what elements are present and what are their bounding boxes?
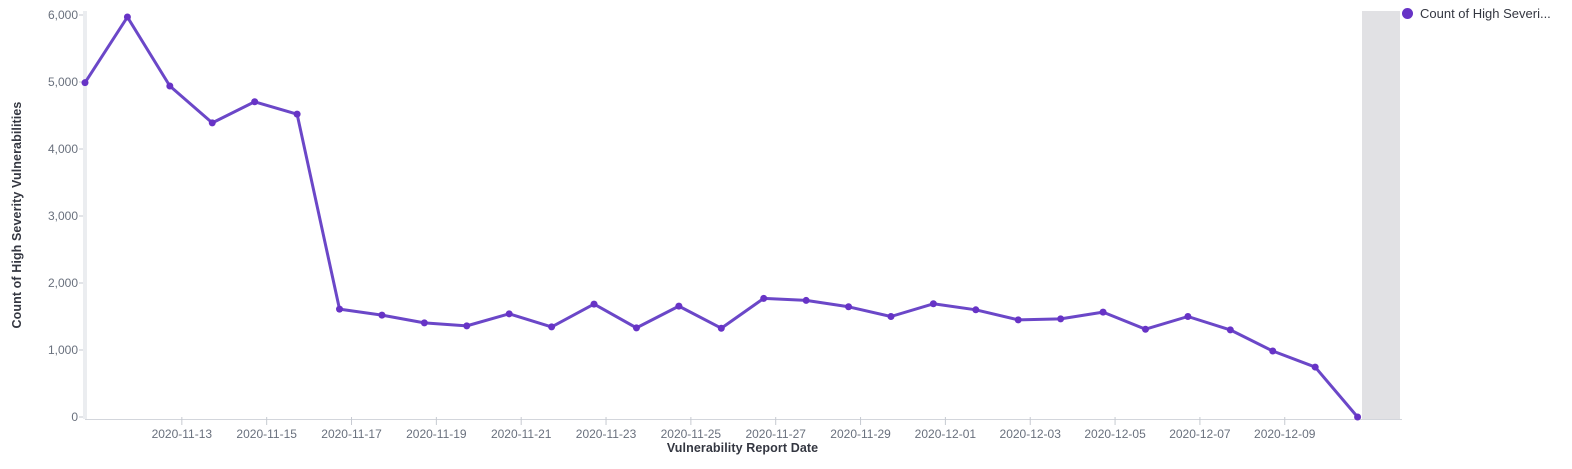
data-point[interactable] (1014, 316, 1022, 324)
data-point[interactable] (1099, 308, 1107, 316)
data-point[interactable] (548, 323, 556, 331)
data-point[interactable] (81, 79, 89, 87)
legend-series-label: Count of High Severi... (1420, 6, 1551, 21)
x-axis-tick-label: 2020-12-03 (999, 427, 1061, 441)
data-point[interactable] (1311, 363, 1319, 371)
y-axis-tick-label: 1,000 (47, 343, 78, 357)
x-axis-tick-label: 2020-11-25 (660, 427, 722, 441)
y-axis-title: Count of High Severity Vulnerabilities (10, 101, 24, 329)
y-axis-tick-label: 5,000 (47, 75, 78, 89)
data-point[interactable] (1141, 325, 1149, 333)
data-point[interactable] (845, 303, 853, 311)
data-point[interactable] (378, 311, 386, 319)
data-point[interactable] (590, 300, 598, 308)
data-point[interactable] (251, 98, 259, 106)
x-axis-tick-label: 2020-11-29 (830, 427, 891, 441)
data-point[interactable] (929, 300, 937, 308)
data-point[interactable] (336, 305, 344, 313)
y-axis-line (83, 11, 87, 419)
y-axis-tick-label: 4,000 (47, 142, 78, 156)
x-axis-tick-label: 2020-12-05 (1084, 427, 1146, 441)
series-color-dot-icon (1402, 8, 1413, 19)
data-point[interactable] (1269, 347, 1277, 355)
x-axis-tick-label: 2020-11-17 (321, 427, 382, 441)
data-point[interactable] (1057, 315, 1065, 323)
data-point[interactable] (972, 306, 980, 314)
data-point[interactable] (632, 324, 640, 332)
x-axis-tick-label: 2020-11-19 (406, 427, 467, 441)
y-axis-tick-label: 0 (71, 410, 78, 424)
x-axis-tick-label: 2020-11-21 (490, 427, 552, 441)
data-point[interactable] (166, 82, 174, 90)
data-point[interactable] (675, 302, 683, 310)
data-point[interactable] (802, 296, 810, 304)
data-point[interactable] (887, 313, 895, 320)
legend-item[interactable]: Count of High Severi... (1402, 6, 1551, 21)
data-point[interactable] (505, 310, 513, 318)
x-axis-title: Vulnerability Report Date (666, 441, 819, 455)
x-axis-tick-label: 2020-12-07 (1169, 427, 1231, 441)
data-point[interactable] (208, 119, 216, 127)
x-axis-tick-label: 2020-11-13 (151, 427, 213, 441)
partial-bucket-band (1362, 11, 1400, 419)
data-point[interactable] (760, 294, 768, 302)
data-point[interactable] (1184, 313, 1192, 320)
x-axis-tick-label: 2020-11-27 (745, 427, 806, 441)
data-point[interactable] (420, 319, 428, 327)
data-point[interactable] (123, 13, 131, 21)
x-axis-tick-label: 2020-12-01 (914, 427, 977, 441)
series-line (83, 15, 1360, 419)
data-point[interactable] (463, 322, 471, 330)
data-point[interactable] (1354, 413, 1362, 421)
y-axis-tick-label: 6,000 (47, 8, 78, 22)
data-point[interactable] (293, 110, 301, 118)
y-axis-tick-label: 2,000 (47, 276, 78, 290)
x-axis-tick-label: 2020-11-15 (236, 427, 297, 441)
data-point[interactable] (1226, 326, 1234, 334)
data-point[interactable] (717, 324, 725, 332)
y-axis-tick-label: 3,000 (47, 209, 78, 223)
x-axis-tick-label: 2020-12-09 (1254, 427, 1316, 441)
x-axis-tick-label: 2020-11-23 (575, 427, 637, 441)
